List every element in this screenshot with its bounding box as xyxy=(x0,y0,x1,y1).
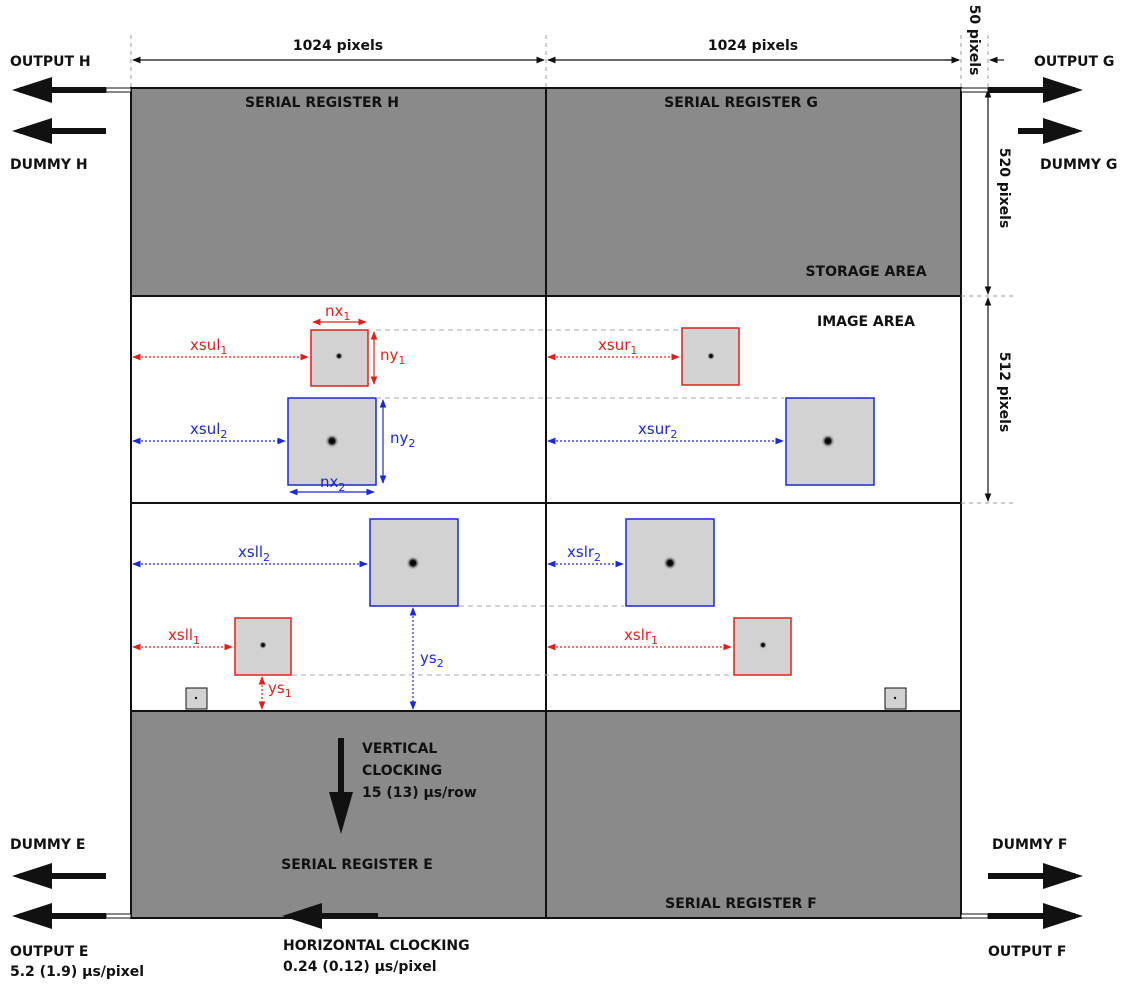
serial-register-h-label: SERIAL REGISTER H xyxy=(245,95,399,111)
nx2-label: nx2 xyxy=(320,473,345,494)
vertical-clocking-rate: 15 (13) µs/row xyxy=(362,785,477,801)
gap-width-label: 50 pixels xyxy=(966,5,982,76)
star-ur1 xyxy=(707,352,715,360)
vertical-clocking-line1: VERTICAL xyxy=(362,741,437,757)
output-e-label: OUTPUT E xyxy=(10,944,88,960)
storage-height-label: 520 pixels xyxy=(996,148,1012,229)
horizontal-clocking-label: HORIZONTAL CLOCKING xyxy=(283,938,470,954)
right-width-label: 1024 pixels xyxy=(708,38,798,54)
dummy-h-arrow xyxy=(12,118,106,144)
dummy-e-arrow xyxy=(12,863,106,889)
serial-register-f-label: SERIAL REGISTER F xyxy=(665,896,817,912)
xsur2-label: xsur2 xyxy=(638,420,677,441)
serial-register-e-label: SERIAL REGISTER E xyxy=(281,857,433,873)
dummy-f-label: DUMMY F xyxy=(992,837,1067,853)
xsll2-label: xsll2 xyxy=(238,543,270,564)
output-g-label: OUTPUT G xyxy=(1034,54,1114,70)
xsul2-label: xsul2 xyxy=(190,420,227,441)
ys1-label: ys1 xyxy=(268,679,292,700)
serial-register-h-area xyxy=(130,87,547,297)
xslr2-label: xslr2 xyxy=(567,543,601,564)
small-star-right xyxy=(893,696,897,700)
star-ul1 xyxy=(335,352,343,360)
dummy-g-arrow xyxy=(1018,118,1083,144)
horizontal-clocking-arrow xyxy=(282,903,378,929)
star-ul2 xyxy=(325,434,339,448)
storage-area-label: STORAGE AREA xyxy=(805,264,926,280)
output-f-label: OUTPUT F xyxy=(988,944,1066,960)
output-f-arrow xyxy=(960,903,1083,929)
ny2-label: ny2 xyxy=(390,429,415,450)
small-star-left xyxy=(194,696,198,700)
serial-register-g-area xyxy=(545,87,962,297)
output-e-rate: 5.2 (1.9) µs/pixel xyxy=(10,964,144,980)
dummy-g-label: DUMMY G xyxy=(1040,157,1117,173)
left-width-label: 1024 pixels xyxy=(293,38,383,54)
star-lr2 xyxy=(663,556,677,570)
xsll1-label: xsll1 xyxy=(168,626,200,647)
star-ll2 xyxy=(406,556,420,570)
output-g-arrow xyxy=(960,77,1083,103)
ny1-label: ny1 xyxy=(380,346,405,367)
dummy-f-arrow xyxy=(988,863,1083,889)
vertical-clocking-line2: CLOCKING xyxy=(362,763,442,779)
output-h-arrow xyxy=(12,77,132,103)
serial-register-f-area xyxy=(545,710,962,919)
output-e-arrow xyxy=(12,903,132,929)
dummy-h-label: DUMMY H xyxy=(10,157,88,173)
nx1-label: nx1 xyxy=(325,302,350,323)
image-area-label: IMAGE AREA xyxy=(817,314,915,330)
xslr1-label: xslr1 xyxy=(624,626,658,647)
xsur1-label: xsur1 xyxy=(598,336,637,357)
star-lr1 xyxy=(759,641,767,649)
dummy-e-label: DUMMY E xyxy=(10,837,85,853)
serial-register-g-label: SERIAL REGISTER G xyxy=(664,95,818,111)
star-ur2 xyxy=(821,434,835,448)
ys2-label: ys2 xyxy=(420,649,444,670)
horizontal-clocking-rate: 0.24 (0.12) µs/pixel xyxy=(283,959,437,975)
image-height-label: 512 pixels xyxy=(996,352,1012,433)
xsul1-label: xsul1 xyxy=(190,336,227,357)
vertical-clocking-arrow xyxy=(329,738,353,834)
output-h-label: OUTPUT H xyxy=(10,54,91,70)
star-ll1 xyxy=(259,641,267,649)
